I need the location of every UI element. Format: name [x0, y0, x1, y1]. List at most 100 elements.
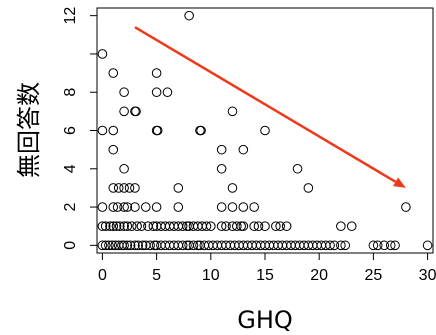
data-point [193, 240, 203, 251]
y-axis: 0 2 4 6 8 12 [62, 7, 97, 250]
data-point [122, 202, 133, 212]
data-point [232, 221, 242, 232]
data-point [249, 202, 259, 212]
data-point [97, 240, 108, 251]
data-point [385, 240, 396, 251]
data-point [206, 221, 216, 232]
data-point [137, 240, 148, 251]
data-point [149, 240, 160, 251]
data-point [260, 221, 270, 232]
data-point [238, 221, 249, 232]
data-point [114, 221, 125, 232]
y-tick-label: 8 [62, 88, 79, 97]
data-point [145, 240, 155, 251]
data-point [133, 240, 143, 251]
data-point [119, 221, 129, 232]
data-point [122, 240, 133, 251]
data-point [401, 202, 411, 212]
x-tick-label: 10 [202, 267, 220, 284]
data-point [340, 240, 351, 251]
data-point [303, 183, 314, 193]
x-tick-label: 30 [419, 267, 436, 284]
data-point [104, 240, 114, 251]
data-point [151, 68, 162, 78]
data-point [227, 106, 238, 117]
data-point [336, 221, 346, 232]
data-point [292, 163, 303, 174]
data-point [227, 183, 238, 193]
data-point [188, 240, 199, 251]
data-point [162, 87, 173, 98]
data-point [249, 221, 259, 232]
data-point [100, 221, 111, 232]
x-axis: 0 5 10 15 20 25 30 [98, 253, 436, 284]
data-point [119, 163, 129, 174]
data-point [216, 202, 227, 212]
data-point [130, 240, 140, 251]
data-point [329, 240, 340, 251]
data-point [122, 221, 133, 232]
x-tick-label: 20 [310, 267, 328, 284]
data-point [136, 221, 147, 232]
y-tick-label: 4 [62, 164, 79, 173]
data-point [108, 144, 119, 155]
x-tick-label: 5 [152, 267, 161, 284]
data-point [112, 202, 123, 212]
x-tick-label: 15 [256, 267, 274, 284]
trend-arrow-shaft [134, 26, 397, 183]
data-point [173, 183, 184, 193]
data-point [108, 68, 119, 78]
data-point [97, 221, 108, 232]
data-point [182, 240, 192, 251]
data-point [177, 221, 188, 232]
data-point [97, 125, 108, 136]
data-point [119, 106, 129, 117]
data-point [97, 202, 108, 212]
data-point [119, 183, 129, 193]
data-point [236, 221, 246, 232]
data-point [238, 202, 249, 212]
data-point [238, 144, 249, 155]
data-point [390, 240, 400, 251]
data-point [119, 240, 129, 251]
data-point [126, 221, 137, 232]
data-point [216, 163, 227, 174]
data-point [108, 202, 119, 212]
data-point [107, 240, 117, 251]
plot-frame [96, 7, 434, 254]
y-tick-label: 0 [62, 241, 79, 250]
data-point [325, 240, 335, 251]
data-point [346, 221, 357, 232]
data-point [216, 144, 227, 155]
data-point [130, 183, 140, 193]
data-point [184, 10, 194, 21]
data-point [124, 183, 135, 193]
data-point [108, 125, 119, 136]
data-point [368, 240, 379, 251]
data-point [111, 221, 122, 232]
data-point [275, 221, 285, 232]
data-point [216, 221, 227, 232]
data-point [221, 221, 231, 232]
y-tick-label: 2 [62, 203, 79, 212]
data-point [148, 221, 159, 232]
data-point [97, 49, 108, 59]
data-point [182, 221, 192, 232]
data-point [152, 125, 163, 136]
data-point [372, 240, 383, 251]
data-point [201, 221, 212, 232]
data-point [260, 125, 270, 136]
data-point [119, 202, 129, 212]
data-point [196, 125, 206, 136]
data-point [422, 240, 433, 251]
data-point [108, 183, 119, 193]
data-point [125, 240, 136, 251]
y-tick-label: 6 [62, 126, 79, 135]
y-axis-title: 無回答数 [15, 82, 43, 178]
data-point [281, 221, 292, 232]
data-point [336, 240, 346, 251]
trend-arrow-head [393, 177, 406, 188]
trend-arrow [134, 26, 406, 188]
data-point [151, 202, 162, 212]
